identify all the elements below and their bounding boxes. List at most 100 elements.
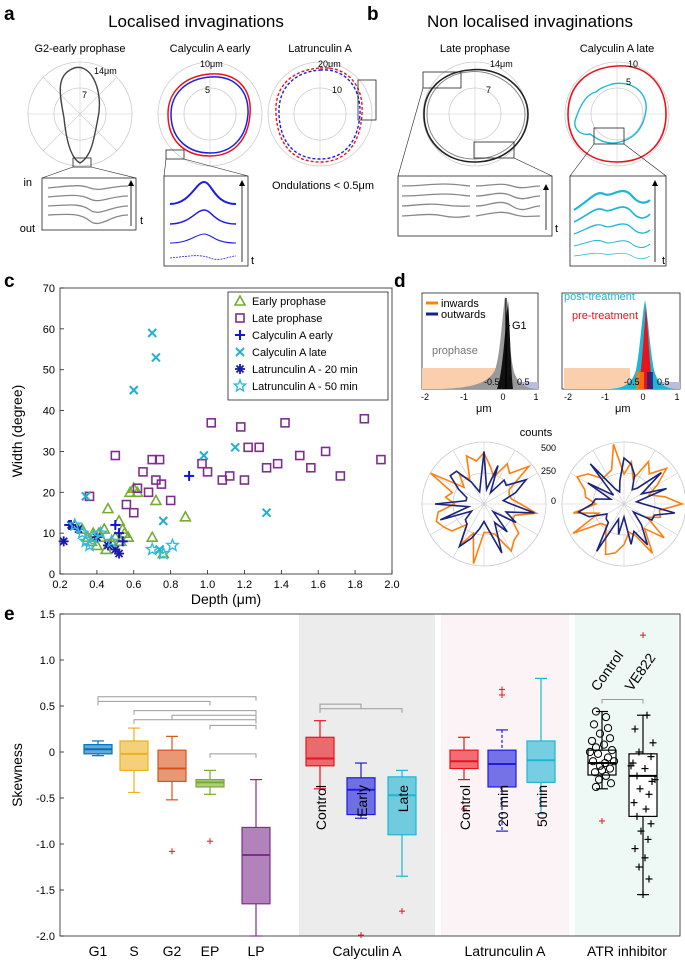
rotated-box-label: Late [395,785,411,812]
polar-label-caly-early: Calyculin A early [170,43,251,55]
data-point [138,467,148,477]
triangle-marker [179,510,192,522]
panel-letter-c: c [4,271,15,292]
hist2-xtick-3: 1 [674,392,679,402]
x-tick-label: 2.0 [384,579,399,591]
legend-inwards: inwards [441,298,479,310]
box-frame [59,613,681,937]
data-point [151,352,161,363]
polar-latrunculin [267,61,377,167]
square-marker [335,471,346,481]
polar-g2-rmax: 14μm [94,66,117,76]
data-point [114,528,125,539]
star-marker [93,525,109,540]
x-tick-label: 0.8 [163,579,178,591]
legend-marker [232,378,248,393]
legend-marker [235,364,245,374]
x-tick-label: 1.4 [274,579,289,591]
data-point [117,536,128,547]
square-marker [359,413,370,424]
data-point [121,499,132,510]
square-marker [154,454,165,465]
sig-bracket [133,719,257,724]
legend-marker [235,313,245,323]
x-tick-label: LP [247,943,264,959]
series-3 [81,328,272,555]
polar-label-latrunculin: Latrunculin A [288,43,352,55]
square-marker [110,450,121,461]
polar-lp-rmid: 7 [486,85,491,95]
polar-label-g2: G2-early prophase [34,43,125,55]
y-tick-label: 40 [43,406,55,418]
square-marker [272,458,283,469]
atr-control-point [603,723,613,733]
hist2-mark-neg: -0.5 [624,377,640,387]
data-point [128,507,139,518]
data-point [335,471,346,481]
t-label-b1: t [555,223,558,235]
data-point [149,493,163,506]
square-marker [143,487,154,498]
atr-control-point [606,779,616,788]
x-tick-label: S [129,943,138,959]
prophase-label: prophase [432,345,478,357]
atr-control-point [591,707,601,716]
atr-control-point [597,766,607,775]
data-point [239,475,250,485]
t-label-a2: t [251,255,254,267]
box-body [526,740,556,783]
square-marker [132,483,143,494]
data-point [199,450,209,461]
square-marker [306,462,316,473]
y-tick-label: 70 [43,283,55,295]
asterisk-arm [114,549,124,558]
x-tick-label: G1 [89,943,108,959]
hist1-xtick-3: 1 [533,392,538,402]
polar-calyculin-early [157,61,263,167]
y-tick-label: 1.0 [40,655,55,667]
data-point [156,546,170,559]
x-tick-label: 0.4 [89,579,104,591]
rose-treatment [561,441,685,567]
box-7 [387,769,417,915]
counts-tick-250: 250 [541,466,556,476]
inset-caly-late [569,175,667,267]
star-marker [164,537,181,552]
series-1 [84,413,386,518]
atr-control-point [600,758,610,768]
x-tick-label: 1.0 [200,579,215,591]
triangle-marker [101,501,115,514]
star-marker [104,533,120,548]
y-tick-label: 1.5 [40,609,55,621]
data-point [165,495,176,506]
atr-control-point [591,782,601,792]
hist2-mark-pos: 0.5 [657,377,670,387]
t-label-a1: t [140,215,143,227]
y-tick-label: 20 [43,487,55,499]
group-label-latrunculin: Latrunculin A [465,943,547,959]
atr-control-point [601,771,611,781]
y-tick-label: -1.0 [36,839,55,851]
data-point [230,442,240,453]
data-point [261,462,272,473]
box-plot: 1.5 1.0 0.5 0 -0.5 -1.0 -1.5 -2.0 Skewness G1 S G2 E… [9,609,681,959]
atr-control-point [605,764,615,773]
legend-entry: Late prophase [252,313,322,325]
star-marker [232,378,248,393]
polar-latr-rmid: 10 [332,85,342,95]
polar-g2-rmid: 7 [82,90,87,100]
panel-a-title: Localised invaginations [108,12,284,31]
polar-spoke [430,472,538,536]
x-b [151,352,161,363]
histogram-treatment [561,292,681,390]
atr-control-point [593,749,603,758]
atr-control-point [587,736,597,746]
polar-g2-early-prophase [27,61,133,168]
triangle-marker [121,530,135,543]
data-point [235,422,246,432]
sig-bracket [319,703,362,709]
polar-label-caly-late: Calyculin A late [580,43,655,55]
x-b [154,544,165,555]
group-bg-calyculin [299,614,435,936]
